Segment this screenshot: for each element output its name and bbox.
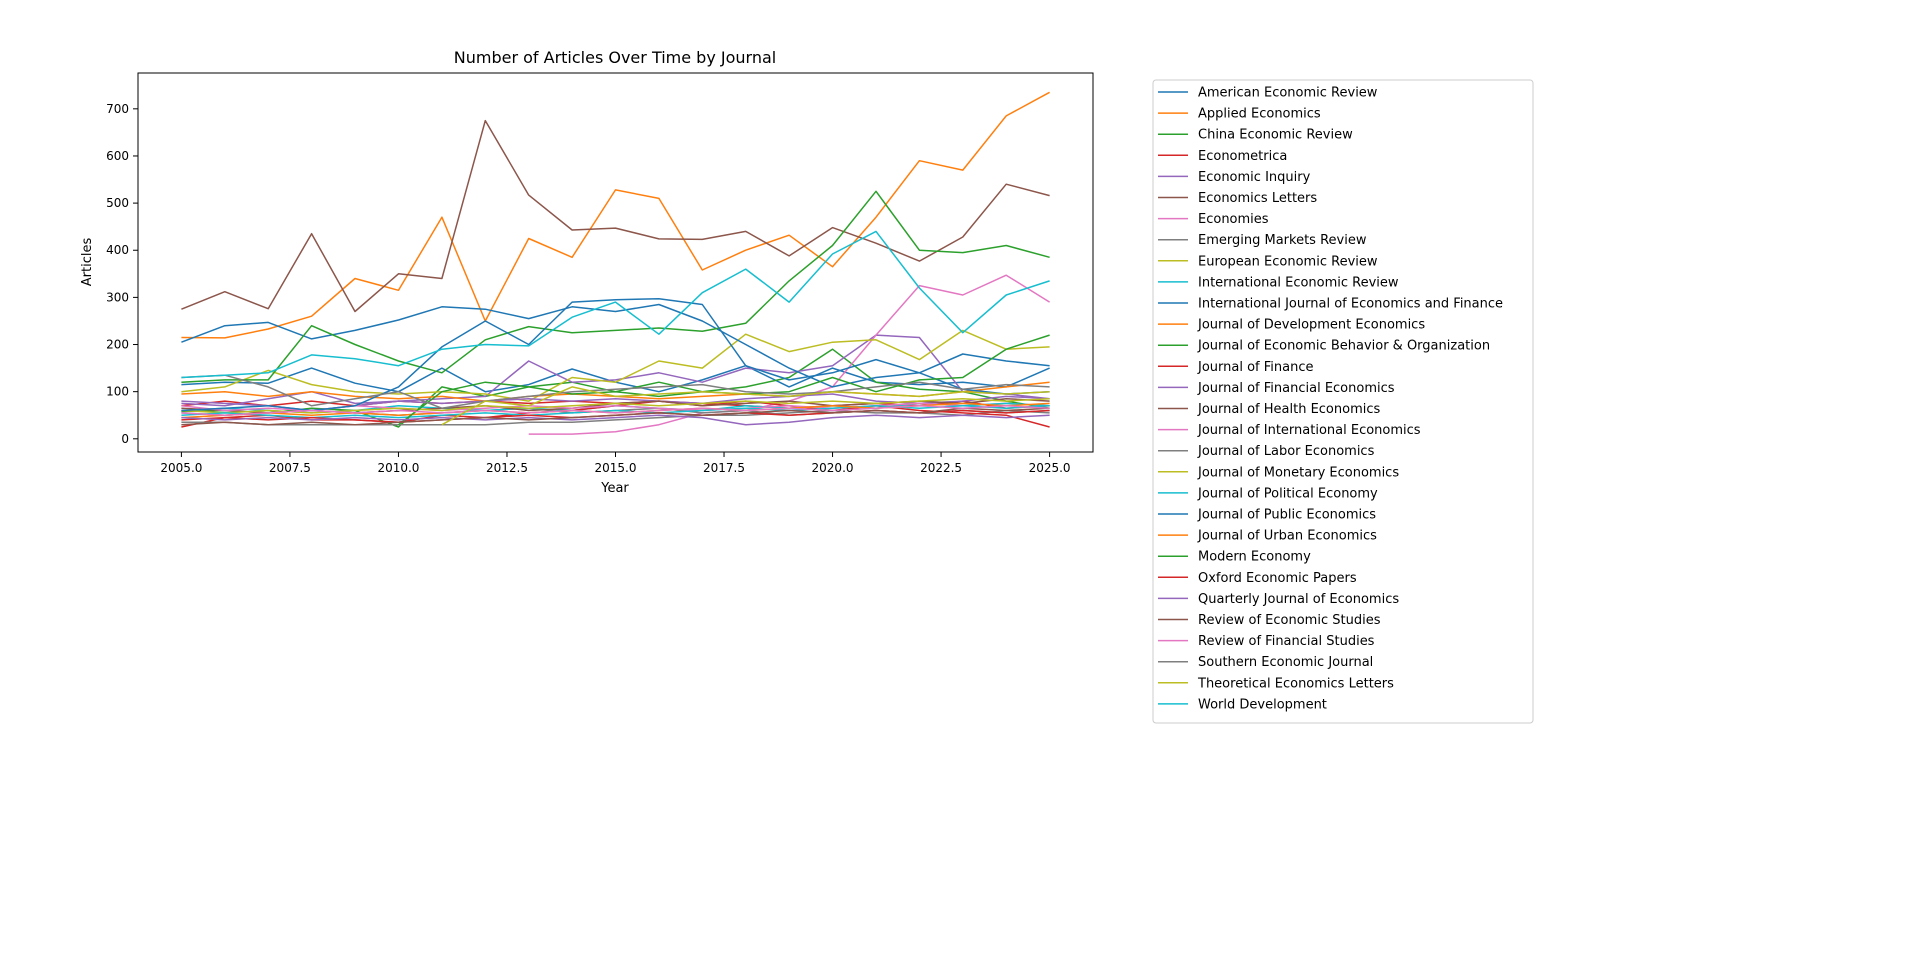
series-line-18	[181, 397, 1050, 414]
legend-entry-label: Emerging Markets Review	[1198, 233, 1367, 248]
legend-entry-label: Southern Economic Journal	[1198, 655, 1373, 670]
chart-title: Number of Articles Over Time by Journal	[454, 48, 776, 67]
y-tick-label: 600	[106, 149, 129, 163]
legend-entry-label: American Economic Review	[1198, 86, 1378, 101]
series-line-29	[181, 230, 1050, 379]
y-tick-label: 500	[106, 196, 129, 210]
x-tick-label: 2015.0	[595, 461, 637, 475]
legend-entry-label: Journal of Monetary Economics	[1197, 465, 1399, 480]
series-line-19	[181, 402, 1050, 419]
series-line-3	[181, 400, 1050, 409]
legend-entry-label: Economic Inquiry	[1198, 170, 1311, 185]
legend-entry-label: Applied Economics	[1198, 107, 1321, 122]
legend-entry-label: Journal of Urban Economics	[1197, 529, 1377, 544]
series-line-27	[181, 374, 1050, 409]
series-line-8	[181, 329, 1050, 402]
series-line-4	[181, 334, 1050, 407]
x-tick-label: 2020.0	[812, 461, 854, 475]
legend-entry-label: Journal of Financial Economics	[1197, 381, 1395, 396]
x-tick-label: 2007.5	[269, 461, 311, 475]
series-line-12	[181, 190, 1050, 383]
series-line-24	[181, 414, 1050, 426]
legend-entry-label: Journal of International Economics	[1197, 423, 1421, 438]
legend-entry-label: International Journal of Economics and F…	[1198, 297, 1503, 312]
legend-entry-label: Modern Economy	[1198, 550, 1311, 565]
legend-entry-label: Oxford Economic Papers	[1198, 571, 1357, 586]
legend-entry-label: Journal of Labor Economics	[1197, 444, 1375, 459]
series-line-10	[181, 303, 1050, 388]
y-axis-label: Articles	[80, 238, 95, 287]
x-tick-label: 2025.0	[1029, 461, 1071, 475]
y-tick-label: 700	[106, 102, 129, 116]
y-tick-label: 300	[106, 290, 129, 304]
series-line-16	[181, 402, 1050, 412]
legend-entry-label: Journal of Political Economy	[1197, 486, 1378, 501]
series-line-25	[181, 407, 1050, 426]
legend-entry-label: Economies	[1198, 212, 1269, 227]
series-line-28	[441, 386, 1050, 426]
legend-entry-label: World Development	[1198, 697, 1327, 712]
x-tick-label: 2012.5	[486, 461, 528, 475]
y-tick-label: 0	[121, 432, 129, 446]
series-line-17	[181, 409, 1050, 426]
legend-entry-label: Quarterly Journal of Economics	[1198, 592, 1399, 607]
legend-entry-label: Journal of Health Economics	[1197, 402, 1381, 417]
legend-entry-label: Review of Economic Studies	[1198, 613, 1381, 628]
legend-entry-label: Economics Letters	[1198, 191, 1317, 206]
y-tick-label: 200	[106, 338, 129, 352]
legend-entry-label: International Economic Review	[1198, 275, 1399, 290]
y-tick-label: 100	[106, 385, 129, 399]
legend-entry-label: China Economic Review	[1198, 128, 1353, 143]
x-tick-label: 2022.5	[920, 461, 962, 475]
x-tick-label: 2017.5	[703, 461, 745, 475]
legend-entry-label: Journal of Public Economics	[1197, 508, 1376, 523]
y-tick-label: 400	[106, 243, 129, 257]
series-line-5	[181, 119, 1050, 313]
y-axis: 0 100 200 300 400 500 600 700	[106, 102, 138, 446]
series-line-0	[181, 364, 1050, 393]
series-line-1	[181, 91, 1050, 339]
x-axis: 2005.0 2007.5 2010.0 2012.5 2015.0 2017.5 2020…	[160, 452, 1071, 475]
legend-entry-label: Journal of Development Economics	[1197, 318, 1425, 333]
series-line-20	[181, 298, 1050, 412]
series-line-13	[181, 400, 1050, 428]
legend-entry-label: Theoretical Economics Letters	[1197, 676, 1394, 691]
legend-entry-label: Review of Financial Studies	[1198, 634, 1375, 649]
series-line-26	[181, 405, 1050, 416]
legend: American Economic Review Applied Economic…	[1152, 79, 1534, 724]
legend-entry-label: Journal of Finance	[1197, 360, 1314, 375]
x-axis-label: Year	[600, 481, 629, 496]
legend-entry-label: Econometrica	[1198, 149, 1287, 164]
legend-entry-label: European Economic Review	[1198, 254, 1378, 269]
legend-box	[1152, 79, 1534, 724]
series-line-7	[181, 407, 1050, 416]
x-tick-label: 2010.0	[377, 461, 419, 475]
x-tick-label: 2005.0	[160, 461, 202, 475]
legend-entry-label: Journal of Economic Behavior & Organizat…	[1197, 339, 1490, 354]
